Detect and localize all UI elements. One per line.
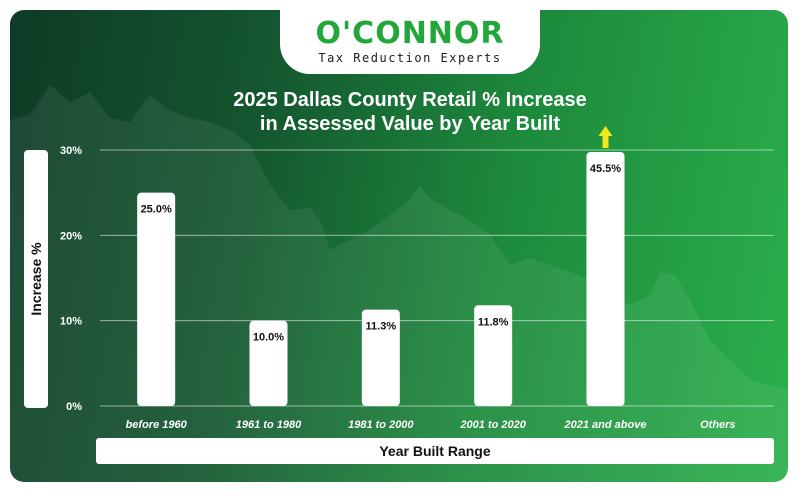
brand-name: O'CONNOR xyxy=(315,16,505,51)
bar xyxy=(137,192,176,406)
y-tick-label: 20% xyxy=(60,230,82,242)
bar-value-label: 11.3% xyxy=(366,321,397,333)
x-axis-label: Year Built Range xyxy=(379,443,491,459)
y-tick-label: 30% xyxy=(60,145,82,157)
bar-value-label: 11.8% xyxy=(478,316,509,328)
y-axis-label: Increase % xyxy=(28,242,44,316)
bar xyxy=(249,320,288,406)
brand-tagline: Tax Reduction Experts xyxy=(318,51,502,65)
x-tick-label: 2021 and above xyxy=(564,419,647,431)
chart-title: 2025 Dallas County Retail % Increase in … xyxy=(160,88,660,136)
x-tick-label: 2001 to 2020 xyxy=(459,419,526,431)
bar-value-label: 45.5% xyxy=(590,163,621,175)
x-tick-label: before 1960 xyxy=(126,419,188,431)
chart-title-line-2: in Assessed Value by Year Built xyxy=(259,113,561,135)
bar xyxy=(361,309,400,406)
y-tick-label: 10% xyxy=(60,316,82,328)
y-axis-label-box xyxy=(24,150,48,408)
x-tick-label: Others xyxy=(700,419,735,431)
brand-logo: O'CONNOR Tax Reduction Experts xyxy=(280,10,540,74)
chart-card: 0% 10% 20% 30% 25.0% before 1960 10.0% 1961 to … xyxy=(10,10,788,482)
bar-value-label: 25.0% xyxy=(141,204,172,216)
overflow-arrow-icon xyxy=(598,126,613,148)
x-tick-label: 1961 to 1980 xyxy=(236,419,302,431)
bar-chart: 0% 10% 20% 30% 25.0% before 1960 10.0% 1961 to … xyxy=(10,85,788,482)
y-tick-label: 0% xyxy=(66,401,82,413)
bar xyxy=(474,305,513,406)
x-tick-label: 1981 to 2000 xyxy=(348,419,414,431)
chart-title-line-1: 2025 Dallas County Retail % Increase xyxy=(233,89,587,111)
bar-value-label: 10.0% xyxy=(253,332,284,344)
x-axis-label-box: Year Built Range xyxy=(96,438,774,464)
bar xyxy=(586,152,625,406)
